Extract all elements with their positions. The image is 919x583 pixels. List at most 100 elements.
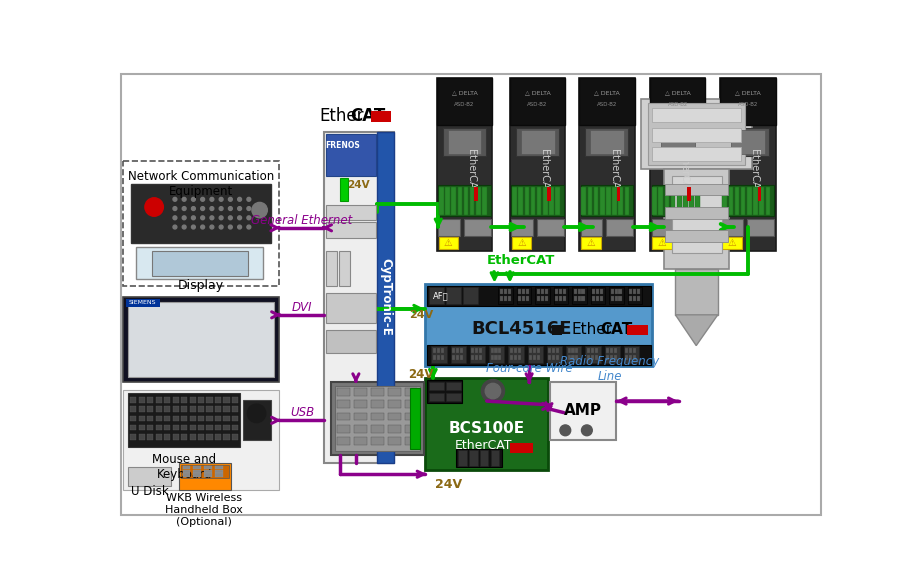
Bar	[445, 187, 449, 215]
Bar	[433, 355, 436, 360]
Bar	[609, 287, 624, 304]
Bar	[476, 187, 481, 215]
Bar	[625, 187, 630, 215]
Circle shape	[238, 206, 242, 210]
Bar	[371, 425, 383, 433]
Text: ⚠: ⚠	[517, 238, 526, 248]
Bar	[130, 406, 136, 412]
Bar	[155, 406, 162, 412]
Bar	[759, 187, 764, 215]
Bar	[734, 187, 739, 215]
Bar	[388, 388, 401, 396]
Bar	[665, 184, 728, 195]
Bar	[637, 289, 640, 294]
Bar	[630, 289, 632, 294]
Bar	[625, 348, 629, 353]
Bar	[600, 187, 605, 215]
Bar	[726, 128, 769, 156]
Bar	[600, 296, 603, 301]
Circle shape	[247, 404, 266, 423]
Polygon shape	[675, 315, 718, 346]
Circle shape	[247, 198, 251, 201]
Bar	[337, 388, 350, 396]
Bar	[549, 355, 551, 360]
Bar	[207, 434, 212, 440]
Bar	[463, 287, 478, 304]
Bar	[437, 78, 493, 251]
Text: General Ethernet: General Ethernet	[252, 213, 353, 227]
Bar	[581, 219, 602, 236]
Bar	[649, 103, 744, 164]
Bar	[612, 187, 617, 215]
Bar	[573, 287, 587, 304]
Bar	[633, 348, 636, 353]
Bar	[652, 219, 673, 236]
Bar	[504, 289, 506, 294]
Bar	[555, 296, 559, 301]
Bar	[585, 346, 601, 363]
Bar	[181, 434, 187, 440]
Circle shape	[485, 384, 501, 399]
Text: SIEMENS: SIEMENS	[129, 300, 156, 305]
Bar	[378, 132, 394, 463]
Bar	[173, 406, 179, 412]
Bar	[136, 247, 264, 279]
Bar	[652, 187, 657, 215]
Text: EtherCAT.: EtherCAT.	[750, 149, 759, 195]
Text: Ether: Ether	[572, 322, 613, 338]
Bar	[529, 355, 532, 360]
Bar	[543, 187, 548, 215]
Bar	[563, 289, 566, 294]
Circle shape	[238, 225, 242, 229]
Bar	[582, 237, 601, 248]
Circle shape	[210, 216, 214, 220]
Bar	[155, 416, 162, 421]
Bar	[575, 355, 578, 360]
Bar	[514, 355, 516, 360]
Circle shape	[252, 202, 267, 218]
Bar	[512, 237, 531, 248]
Bar	[633, 355, 636, 360]
Bar	[573, 296, 577, 301]
Bar	[596, 289, 599, 294]
Circle shape	[210, 225, 214, 229]
Bar	[581, 185, 633, 216]
Text: EtherCAT.: EtherCAT.	[679, 149, 689, 195]
Bar	[405, 388, 417, 396]
Bar	[696, 187, 700, 215]
Circle shape	[191, 225, 196, 229]
Bar	[672, 176, 721, 253]
Bar	[633, 289, 636, 294]
Bar	[204, 473, 212, 476]
Bar	[665, 230, 728, 242]
Bar	[410, 388, 420, 449]
Bar	[232, 397, 238, 403]
Text: BCL4516E: BCL4516E	[471, 320, 572, 338]
Bar	[355, 437, 367, 445]
Bar	[618, 289, 621, 294]
Bar	[630, 348, 632, 353]
Bar	[165, 434, 170, 440]
Bar	[232, 406, 238, 412]
Bar	[215, 406, 221, 412]
Circle shape	[210, 198, 214, 201]
Circle shape	[220, 206, 223, 210]
Bar	[215, 416, 221, 421]
Bar	[429, 382, 444, 390]
Text: ⚠: ⚠	[586, 238, 596, 248]
Circle shape	[247, 206, 251, 210]
Bar	[720, 78, 776, 251]
Bar	[232, 425, 238, 430]
Bar	[579, 78, 635, 251]
Bar	[215, 434, 221, 440]
Bar	[155, 397, 162, 403]
Bar	[652, 147, 741, 161]
Bar	[607, 219, 633, 236]
Bar	[337, 413, 350, 420]
Bar	[552, 348, 555, 353]
Bar	[147, 425, 153, 430]
Bar	[139, 425, 145, 430]
Bar	[130, 397, 136, 403]
Bar	[540, 296, 544, 301]
Bar	[438, 185, 491, 216]
